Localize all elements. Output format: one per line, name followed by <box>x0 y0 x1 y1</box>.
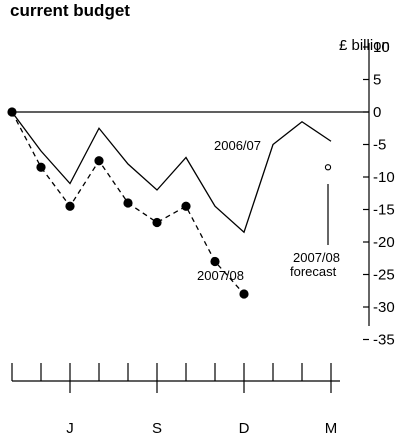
chart-title: current budget <box>10 1 130 20</box>
y-tick-label: -20 <box>373 234 395 251</box>
forecast-label-line1: 2007/08 <box>293 250 340 265</box>
y-tick-label: -25 <box>373 267 395 284</box>
y-tick-label: 10 <box>373 39 390 56</box>
forecast-label-line2: forecast <box>290 264 337 279</box>
data-point-2007-08 <box>152 217 162 228</box>
data-point-2007-08 <box>36 162 46 172</box>
y-tick-label: -5 <box>373 137 386 154</box>
data-point-2007-08 <box>65 201 75 211</box>
data-point-2007-08 <box>123 198 133 208</box>
series-line-2006-07 <box>11 111 332 234</box>
y-tick-label: -35 <box>373 332 395 349</box>
y-tick-label: -10 <box>373 169 395 186</box>
x-tick-label: M <box>325 420 338 435</box>
data-point-2007-08 <box>210 256 220 267</box>
annotation-2007-08: 2007/08 <box>197 268 244 283</box>
unit-label: £ billion <box>339 37 390 54</box>
data-point-2007-08 <box>7 107 17 117</box>
annotation-2006-07: 2006/07 <box>214 138 261 153</box>
x-tick-label: J <box>66 420 74 435</box>
y-tick-label: -30 <box>373 299 395 316</box>
data-point-2007-08 <box>239 289 249 299</box>
y-axis: 10 5 0 -5 -10 -15 -20 -25 -30 -35 <box>363 39 395 349</box>
data-point-2007-08 <box>181 201 191 211</box>
y-tick-label: -15 <box>373 202 395 219</box>
x-tick-label: S <box>152 420 162 435</box>
series-layer <box>7 107 332 299</box>
y-ticks: 10 5 0 -5 -10 -15 -20 -25 -30 -35 <box>363 39 395 349</box>
data-point-2007-08 <box>94 156 104 166</box>
y-tick-label: 5 <box>373 72 381 89</box>
forecast-point <box>324 164 332 171</box>
y-tick-label: 0 <box>373 104 381 121</box>
x-tick-label: D <box>239 420 250 435</box>
